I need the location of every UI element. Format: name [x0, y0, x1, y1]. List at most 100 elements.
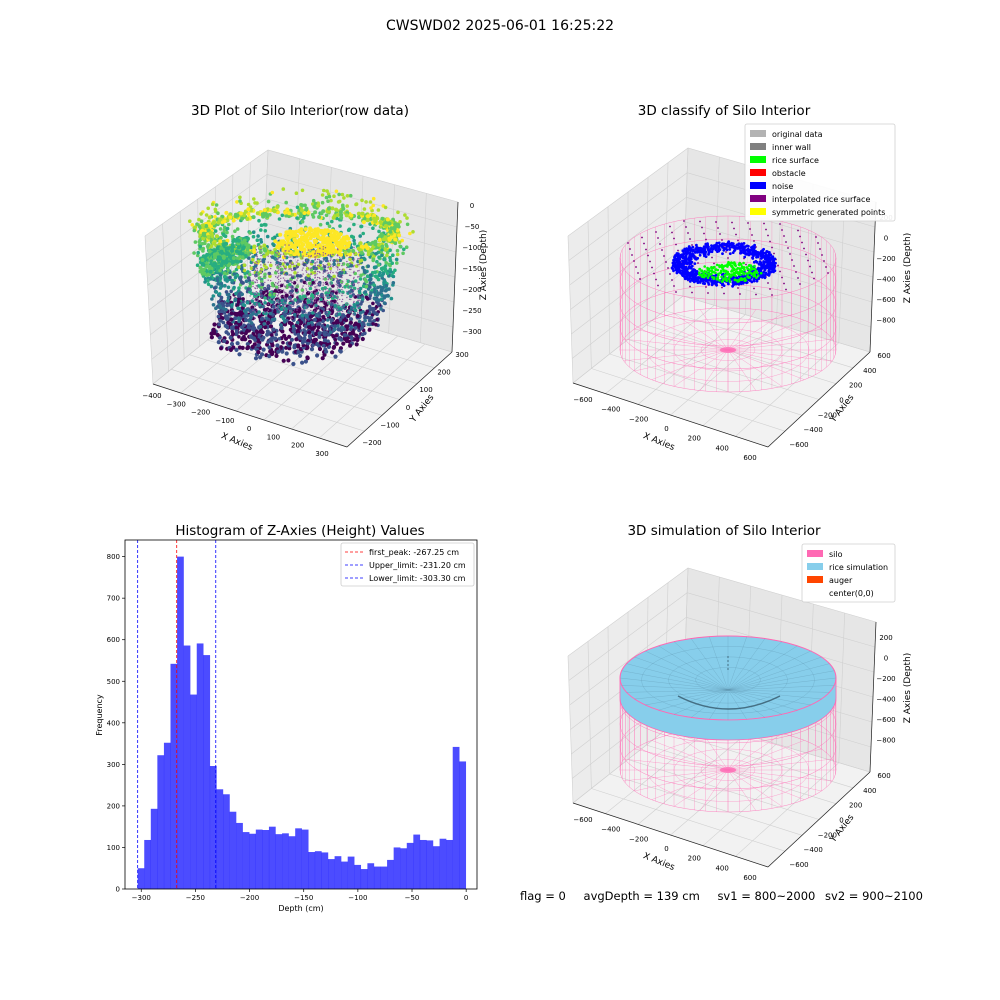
noise-point — [773, 269, 777, 273]
data-point — [296, 255, 298, 257]
data-point — [252, 197, 256, 201]
data-point — [252, 315, 254, 318]
data-point — [348, 317, 354, 322]
data-point — [234, 259, 239, 264]
noise-point — [766, 250, 769, 254]
data-point — [275, 276, 277, 278]
data-point — [212, 322, 217, 327]
data-point — [316, 267, 318, 269]
data-point — [226, 299, 230, 303]
data-point — [289, 241, 294, 246]
data-point — [256, 279, 258, 282]
data-point — [237, 352, 242, 357]
data-point — [339, 238, 344, 243]
data-point — [339, 274, 341, 277]
data-point — [370, 252, 374, 256]
interpolated-point — [739, 293, 741, 295]
data-point — [240, 331, 244, 335]
interpolated-point — [707, 292, 709, 294]
data-point — [308, 273, 310, 275]
noise-point — [748, 279, 752, 282]
interpolated-point — [671, 279, 673, 281]
data-point — [249, 301, 251, 303]
data-point — [296, 343, 301, 348]
data-point — [383, 257, 387, 262]
data-point — [277, 275, 280, 277]
data-point — [316, 285, 318, 287]
data-point — [210, 297, 214, 301]
data-point — [327, 266, 329, 269]
interpolated-point — [815, 236, 817, 238]
data-point — [222, 219, 227, 224]
data-point — [339, 310, 341, 313]
noise-point — [678, 262, 681, 266]
data-point — [234, 347, 239, 352]
data-point — [222, 284, 227, 288]
data-point — [330, 219, 334, 224]
data-point — [234, 267, 239, 272]
data-point — [337, 192, 341, 197]
data-point — [388, 258, 393, 263]
data-point — [357, 288, 359, 290]
data-point — [260, 272, 262, 275]
data-point — [260, 276, 262, 278]
data-point — [374, 322, 378, 327]
interpolated-point — [677, 249, 679, 252]
noise-point — [678, 269, 682, 272]
data-point — [256, 293, 258, 295]
data-point — [218, 235, 223, 240]
data-point — [350, 280, 352, 283]
data-point — [304, 345, 309, 350]
data-point — [278, 272, 280, 275]
interpolated-point — [773, 252, 775, 255]
data-point — [356, 211, 361, 216]
data-point — [342, 235, 347, 240]
data-point — [284, 274, 286, 276]
data-point — [315, 229, 320, 234]
data-point — [351, 331, 356, 336]
data-point — [334, 341, 339, 346]
data-point — [361, 265, 365, 270]
data-point — [201, 231, 206, 236]
data-point — [318, 260, 323, 265]
data-point — [341, 306, 343, 309]
data-point — [267, 309, 269, 311]
data-point — [316, 273, 318, 275]
data-point — [243, 317, 249, 323]
data-point — [270, 255, 275, 259]
data-point — [291, 311, 293, 314]
interpolated-point — [651, 266, 653, 269]
interpolated-point — [689, 238, 691, 240]
data-point — [203, 280, 207, 284]
noise-point — [714, 283, 718, 286]
noise-point — [710, 283, 714, 287]
data-point — [287, 245, 291, 250]
data-point — [333, 324, 338, 329]
data-point — [330, 282, 332, 284]
interpolated-point — [627, 242, 629, 244]
data-point — [330, 258, 332, 260]
data-point — [333, 337, 338, 342]
data-point — [245, 217, 250, 221]
data-point — [217, 310, 221, 314]
data-point — [331, 249, 336, 254]
data-point — [228, 275, 232, 280]
data-point — [244, 241, 249, 246]
grid-line — [572, 295, 871, 384]
data-point — [349, 336, 354, 341]
noise-point — [689, 257, 693, 261]
data-point — [310, 320, 314, 325]
data-point — [332, 259, 337, 263]
data-point — [291, 305, 293, 308]
data-point — [346, 272, 348, 275]
data-point — [339, 321, 344, 326]
data-point — [245, 300, 250, 305]
data-point — [341, 298, 344, 301]
data-point — [350, 298, 352, 301]
data-point — [322, 230, 327, 235]
data-point — [353, 300, 355, 303]
data-point — [336, 308, 339, 311]
noise-point — [702, 281, 706, 285]
data-point — [376, 208, 381, 212]
interpolated-point — [807, 259, 809, 262]
